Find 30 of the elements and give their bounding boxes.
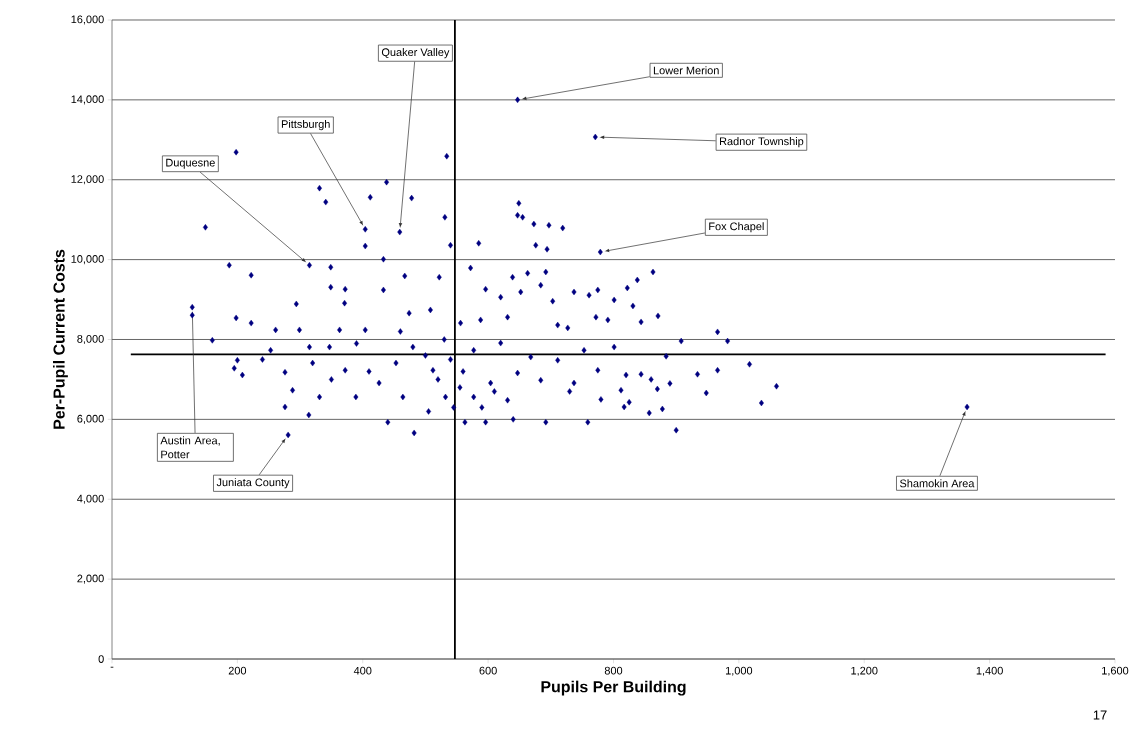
y-tick-label: 12,000 — [71, 175, 104, 185]
annotation: Juniata County — [216, 478, 290, 489]
x-tick-label: - — [110, 666, 114, 668]
annotation: Pittsburgh — [281, 119, 330, 131]
annotation: Duquesne — [166, 158, 215, 169]
x-tick-label: 400 — [353, 666, 372, 675]
annotation: Lower Merion — [653, 66, 719, 75]
annotation: Fox Chapel — [709, 222, 764, 233]
x-tick-label: 600 — [479, 666, 497, 675]
y-tick-label: 14,000 — [71, 95, 104, 105]
y-tick-label: 16,000 — [71, 15, 104, 25]
x-axis-title: Pupils Per Building — [541, 680, 686, 696]
text: 17 — [1093, 710, 1107, 720]
x-tick-label: 1,000 — [725, 666, 753, 676]
y-tick-label: 10,000 — [71, 255, 104, 265]
y-tick-label: 2,000 — [77, 574, 104, 584]
y-tick-label: 0 — [98, 655, 104, 663]
x-tick-label: 1,600 — [1102, 666, 1129, 676]
y-axis-title: Per-Pupil Current Costs — [53, 249, 68, 429]
x-tick-label: 1,200 — [851, 666, 878, 676]
annotation: Shamokin Area — [900, 479, 975, 488]
x-tick-label: 800 — [604, 666, 623, 675]
x-tick-label: 1,400 — [976, 666, 1003, 676]
y-tick-label: 6,000 — [77, 414, 104, 424]
annotation: Radnor Township — [720, 137, 804, 148]
annotation: Quaker Valley — [381, 48, 450, 59]
x-tick-label: 200 — [228, 666, 247, 675]
y-tick-label: 8,000 — [77, 334, 104, 345]
annotation: Austin Area, Potter — [160, 436, 220, 459]
y-tick-label: 4,000 — [77, 494, 104, 504]
